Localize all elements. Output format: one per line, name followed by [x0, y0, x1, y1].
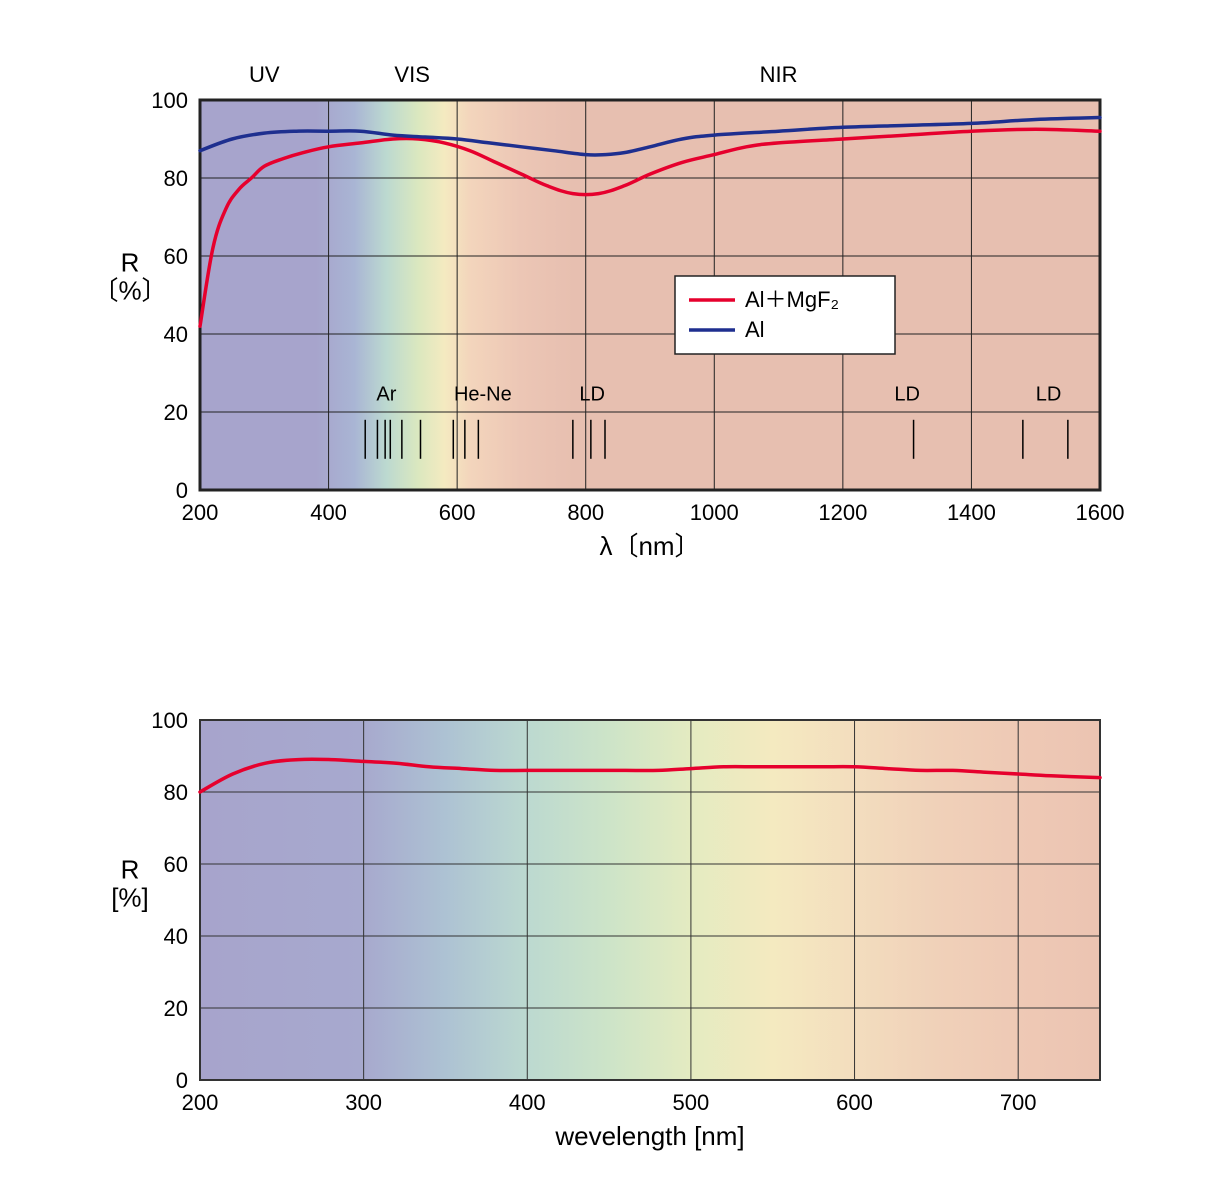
y-tick-label: 100 [151, 88, 188, 113]
y-tick-label: 60 [164, 244, 188, 269]
y-axis-unit: [%] [111, 882, 149, 912]
x-tick-label: 800 [567, 500, 604, 525]
region-label: NIR [760, 62, 798, 87]
chart-top: UVVISNIRArHe-NeLDLDLD2004006008001000120… [100, 40, 1140, 600]
x-tick-label: 500 [673, 1090, 710, 1115]
x-tick-label: 1200 [818, 500, 867, 525]
plot-background [200, 720, 1100, 1080]
y-tick-label: 0 [176, 478, 188, 503]
x-axis-label: λ〔nm〕 [599, 531, 700, 561]
legend-label: Al [745, 317, 765, 342]
legend-label: Al＋MgF₂ [745, 287, 839, 312]
x-tick-label: 700 [1000, 1090, 1037, 1115]
laser-label: He-Ne [454, 383, 512, 405]
y-axis-label: R [121, 248, 140, 278]
laser-label: LD [579, 383, 605, 405]
region-label: UV [249, 62, 280, 87]
x-tick-label: 200 [182, 500, 219, 525]
y-tick-label: 80 [164, 780, 188, 805]
region-label: VIS [394, 62, 429, 87]
laser-label: LD [894, 383, 920, 405]
x-tick-label: 600 [439, 500, 476, 525]
x-tick-label: 1400 [947, 500, 996, 525]
x-tick-label: 200 [182, 1090, 219, 1115]
x-tick-label: 300 [345, 1090, 382, 1115]
x-axis-label: wevelength [nm] [554, 1121, 744, 1151]
y-tick-label: 20 [164, 400, 188, 425]
y-tick-label: 60 [164, 852, 188, 877]
x-tick-label: 600 [836, 1090, 873, 1115]
y-tick-label: 40 [164, 322, 188, 347]
y-tick-label: 20 [164, 996, 188, 1021]
x-tick-label: 400 [509, 1090, 546, 1115]
x-tick-label: 1600 [1076, 500, 1125, 525]
y-tick-label: 0 [176, 1068, 188, 1093]
y-tick-label: 40 [164, 924, 188, 949]
y-tick-label: 100 [151, 708, 188, 733]
chart-bottom: 200 300 400 500 600 700 0 20 40 60 80 100 wevelength… [100, 700, 1140, 1160]
laser-label: Ar [376, 383, 396, 405]
x-tick-label: 400 [310, 500, 347, 525]
y-axis-unit: 〔%〕 [100, 276, 168, 306]
x-tick-label: 1000 [690, 500, 739, 525]
y-axis-label: R [121, 854, 140, 884]
plot-background [200, 100, 1100, 490]
y-tick-label: 80 [164, 166, 188, 191]
laser-label: LD [1036, 383, 1062, 405]
